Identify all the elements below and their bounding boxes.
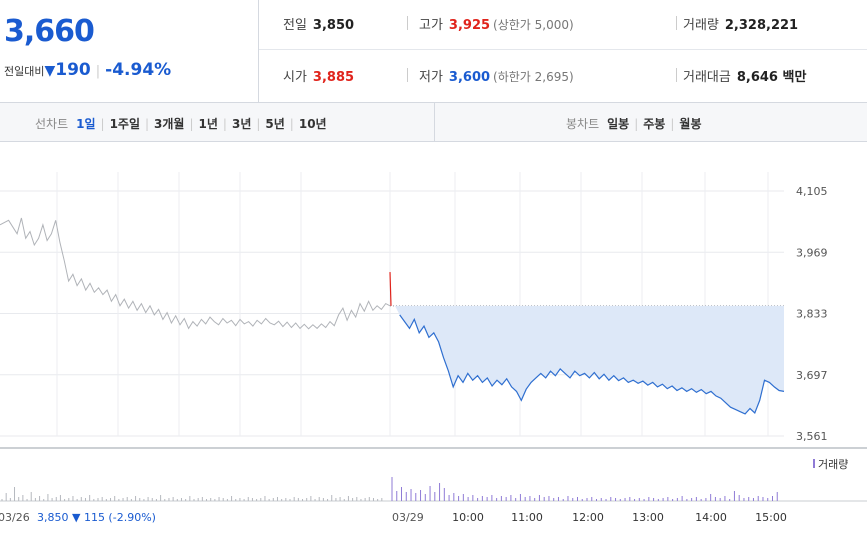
y-tick-label: 3,561 [796, 430, 828, 443]
stat-turnover: 거래대금 8,646 백만 [683, 66, 806, 85]
prev-day-close: 3,850 ▼ 115 (-2.90%) [37, 511, 156, 524]
stat-value: 3,600 [448, 70, 491, 85]
today-date: 03/29 [392, 511, 424, 524]
tab-weekly-candle[interactable]: 주봉 [643, 117, 666, 131]
tab-1-year[interactable]: 1년 [198, 117, 218, 131]
down-arrow-icon: ▼ [44, 63, 56, 79]
x-tick-label: 14:00 [695, 511, 727, 524]
stat-value: 3,925 [448, 18, 491, 33]
tab-3-months[interactable]: 3개월 [154, 117, 185, 131]
stat-label: 거래대금 [683, 70, 731, 85]
stat-value: 8,646 백만 [736, 70, 807, 85]
price-box: 3,660 전일대비▼190 | -4.94% [0, 0, 259, 102]
prev-day-series-line [0, 217, 391, 330]
upper-limit: (상한가 5,000) [493, 18, 574, 32]
divider: | [634, 117, 639, 131]
tab-10-years[interactable]: 10년 [298, 117, 327, 131]
x-tick-label: 13:00 [632, 511, 664, 524]
stat-high: 고가 3,925 (상한가 5,000) [419, 14, 574, 33]
tab-3-years[interactable]: 3년 [231, 117, 252, 131]
stat-label: 고가 [419, 18, 443, 33]
stat-open: 시가 3,885 [283, 66, 354, 85]
tab-daily-candle[interactable]: 일봉 [607, 117, 630, 131]
y-tick-label: 3,697 [796, 369, 828, 382]
divider [676, 68, 677, 82]
tab-monthly-candle[interactable]: 월봉 [679, 117, 702, 131]
y-tick-label: 4,105 [796, 185, 828, 198]
lower-limit: (하한가 2,695) [493, 70, 574, 84]
x-tick-label: 12:00 [572, 511, 604, 524]
divider: | [670, 117, 675, 131]
stat-label: 저가 [419, 70, 443, 85]
chart-toolbar: 선차트 1일 | 1주일 | 3개월 | 1년 | 3년 | 5년 | 10년 봉차트 일봉 | 주봉 | 월봉 [0, 103, 867, 142]
current-price: 3,660 [4, 14, 95, 49]
y-tick-label: 3,833 [796, 308, 828, 321]
divider: | [256, 117, 261, 131]
change-amount: 190 [55, 60, 91, 80]
prev-day-date: 03/26 [0, 511, 30, 524]
price-chart: 4,105 3,969 3,833 3,697 3,561 거래량 03/26 3,850 ▼… [0, 172, 867, 524]
change-percent: -4.94% [105, 60, 172, 80]
divider [407, 68, 408, 82]
change-line: 전일대비▼190 | -4.94% [4, 60, 171, 80]
stat-label: 거래량 [683, 18, 719, 33]
toolbar-divider [434, 103, 435, 141]
quote-header: 3,660 전일대비▼190 | -4.94% 전일 3,850 고가 3,925 (상한… [0, 0, 867, 103]
stat-prev-close: 전일 3,850 [283, 14, 354, 33]
today-series-line [399, 314, 785, 415]
tab-1-day[interactable]: 1일 [76, 117, 96, 131]
above-reference-segment [389, 272, 392, 306]
divider: | [222, 117, 227, 131]
x-tick-label: 10:00 [452, 511, 484, 524]
candle-tabs: 봉차트 일봉 | 주봉 | 월봉 [566, 115, 702, 132]
stat-volume: 거래량 2,328,221 [683, 14, 798, 33]
stat-label: 전일 [283, 18, 307, 33]
divider: | [95, 64, 101, 79]
stats-divider [259, 49, 867, 50]
change-label: 전일대비 [4, 65, 45, 78]
divider: | [145, 117, 150, 131]
x-tick-label: 11:00 [511, 511, 543, 524]
divider: | [289, 117, 294, 131]
divider: | [189, 117, 194, 131]
tab-5-years[interactable]: 5년 [265, 117, 285, 131]
divider [407, 16, 408, 30]
line-chart-label: 선차트 [35, 117, 69, 131]
stat-low: 저가 3,600 (하한가 2,695) [419, 66, 574, 85]
period-tabs: 선차트 1일 | 1주일 | 3개월 | 1년 | 3년 | 5년 | 10년 [35, 115, 327, 132]
stat-value: 3,885 [312, 70, 355, 85]
divider: | [100, 117, 105, 131]
x-tick-label: 15:00 [755, 511, 787, 524]
y-tick-label: 3,969 [796, 246, 828, 259]
candle-chart-label: 봉차트 [566, 117, 600, 131]
volume-legend-swatch [813, 459, 815, 468]
stat-label: 시가 [283, 70, 307, 85]
volume-legend-label: 거래량 [818, 458, 848, 471]
below-reference-area [390, 305, 784, 414]
tab-1-week[interactable]: 1주일 [109, 117, 140, 131]
stat-value: 3,850 [312, 18, 355, 33]
stat-value: 2,328,221 [724, 18, 799, 33]
divider [676, 16, 677, 30]
